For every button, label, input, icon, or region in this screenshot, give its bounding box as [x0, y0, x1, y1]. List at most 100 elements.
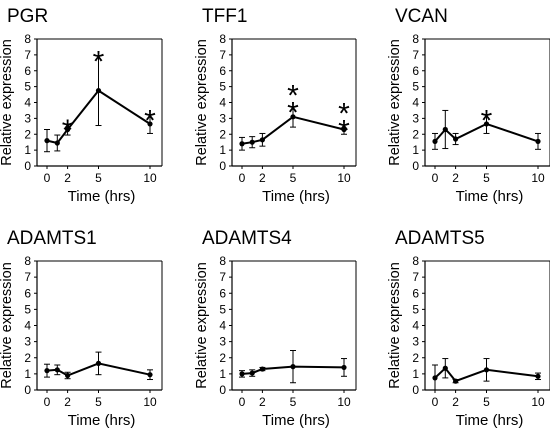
data-point — [239, 141, 245, 147]
significance-star: * — [62, 114, 74, 147]
panel-title: ADAMTS4 — [202, 228, 292, 249]
x-tick-label: 10 — [337, 171, 351, 185]
data-point — [65, 126, 71, 133]
y-axis-label: Relative expression — [194, 262, 210, 389]
y-tick-label: 2 — [24, 127, 31, 141]
data-point — [249, 370, 255, 376]
y-tick-label: 8 — [412, 32, 419, 46]
y-tick-label: 4 — [412, 319, 419, 333]
data-point — [341, 126, 347, 133]
y-tick-label: 1 — [412, 367, 419, 381]
x-tick-label: 0 — [239, 171, 246, 185]
y-tick-label: 3 — [24, 335, 31, 349]
y-tick-label: 7 — [412, 48, 419, 62]
y-tick-label: 4 — [24, 319, 31, 333]
x-tick-label: 2 — [64, 395, 71, 409]
y-tick-label: 4 — [24, 96, 31, 110]
data-point — [535, 138, 541, 144]
panel-title: TFF1 — [202, 6, 247, 27]
y-tick-label: 8 — [219, 32, 226, 46]
y-tick-label: 8 — [219, 254, 226, 268]
y-tick-label: 7 — [219, 48, 226, 62]
y-tick-label: 6 — [219, 64, 226, 78]
x-tick-label: 10 — [337, 395, 351, 409]
y-axis-label: Relative expression — [0, 262, 15, 389]
data-point — [453, 378, 459, 384]
data-point — [341, 364, 347, 371]
data-point — [432, 375, 438, 381]
panel-title: PGR — [7, 6, 48, 27]
x-tick-label: 0 — [44, 395, 51, 409]
y-tick-label: 8 — [24, 254, 31, 268]
y-tick-label: 5 — [219, 302, 226, 316]
data-point — [442, 365, 448, 371]
x-tick-label: 10 — [531, 395, 545, 409]
x-tick-label: 0 — [432, 395, 439, 409]
y-tick-label: 6 — [219, 286, 226, 300]
x-tick-label: 2 — [452, 395, 459, 409]
x-axis-label: Time (hrs) — [262, 188, 330, 205]
x-axis-label: Time (hrs) — [68, 188, 136, 205]
data-point — [95, 360, 102, 366]
y-tick-label: 7 — [24, 48, 31, 62]
x-tick-label: 0 — [239, 395, 246, 409]
data-point — [290, 364, 296, 370]
y-tick-label: 5 — [412, 302, 419, 316]
y-tick-label: 1 — [219, 143, 226, 157]
x-tick-label: 5 — [483, 171, 490, 185]
y-tick-label: 4 — [412, 96, 419, 110]
y-tick-label: 7 — [412, 270, 419, 284]
data-point — [453, 136, 459, 142]
x-tick-label: 5 — [95, 171, 102, 185]
y-tick-label: 2 — [219, 127, 226, 141]
y-tick-label: 8 — [412, 254, 419, 268]
significance-star: * — [481, 104, 493, 137]
x-tick-label: 5 — [483, 395, 490, 409]
data-point — [65, 372, 71, 379]
x-tick-label: 2 — [452, 171, 459, 185]
x-tick-label: 0 — [432, 171, 439, 185]
y-tick-label: 4 — [219, 96, 226, 110]
x-tick-label: 2 — [259, 395, 266, 409]
y-tick-label: 3 — [412, 111, 419, 125]
x-tick-label: 5 — [290, 171, 297, 185]
data-point — [290, 114, 296, 120]
y-axis-label: Relative expression — [194, 39, 210, 166]
data-point — [239, 371, 245, 377]
y-tick-label: 0 — [24, 159, 31, 173]
significance-star: * — [287, 96, 299, 129]
x-axis-label: Time (hrs) — [456, 412, 524, 429]
y-tick-label: 4 — [219, 319, 226, 333]
panel-title: ADAMTS5 — [395, 228, 485, 249]
data-point — [249, 139, 255, 145]
x-axis-label: Time (hrs) — [68, 412, 136, 429]
y-axis-label: Relative expression — [387, 262, 403, 389]
y-tick-label: 6 — [24, 64, 31, 78]
x-tick-label: 0 — [44, 171, 51, 185]
panel-title: ADAMTS1 — [7, 228, 97, 249]
y-tick-label: 1 — [412, 143, 419, 157]
y-tick-label: 2 — [24, 351, 31, 365]
data-point — [483, 121, 490, 127]
data-point — [442, 126, 448, 133]
data-point — [535, 373, 541, 379]
x-axis-label: Time (hrs) — [262, 412, 330, 429]
y-tick-label: 3 — [24, 111, 31, 125]
x-tick-label: 10 — [143, 171, 157, 185]
x-tick-label: 10 — [531, 171, 545, 185]
data-point — [259, 137, 265, 143]
y-tick-label: 6 — [412, 64, 419, 78]
y-tick-label: 2 — [219, 351, 226, 365]
data-point — [147, 372, 153, 378]
y-tick-label: 0 — [219, 383, 226, 397]
y-tick-label: 5 — [24, 302, 31, 316]
y-tick-label: 3 — [219, 335, 226, 349]
y-tick-label: 3 — [412, 335, 419, 349]
y-tick-label: 1 — [24, 143, 31, 157]
